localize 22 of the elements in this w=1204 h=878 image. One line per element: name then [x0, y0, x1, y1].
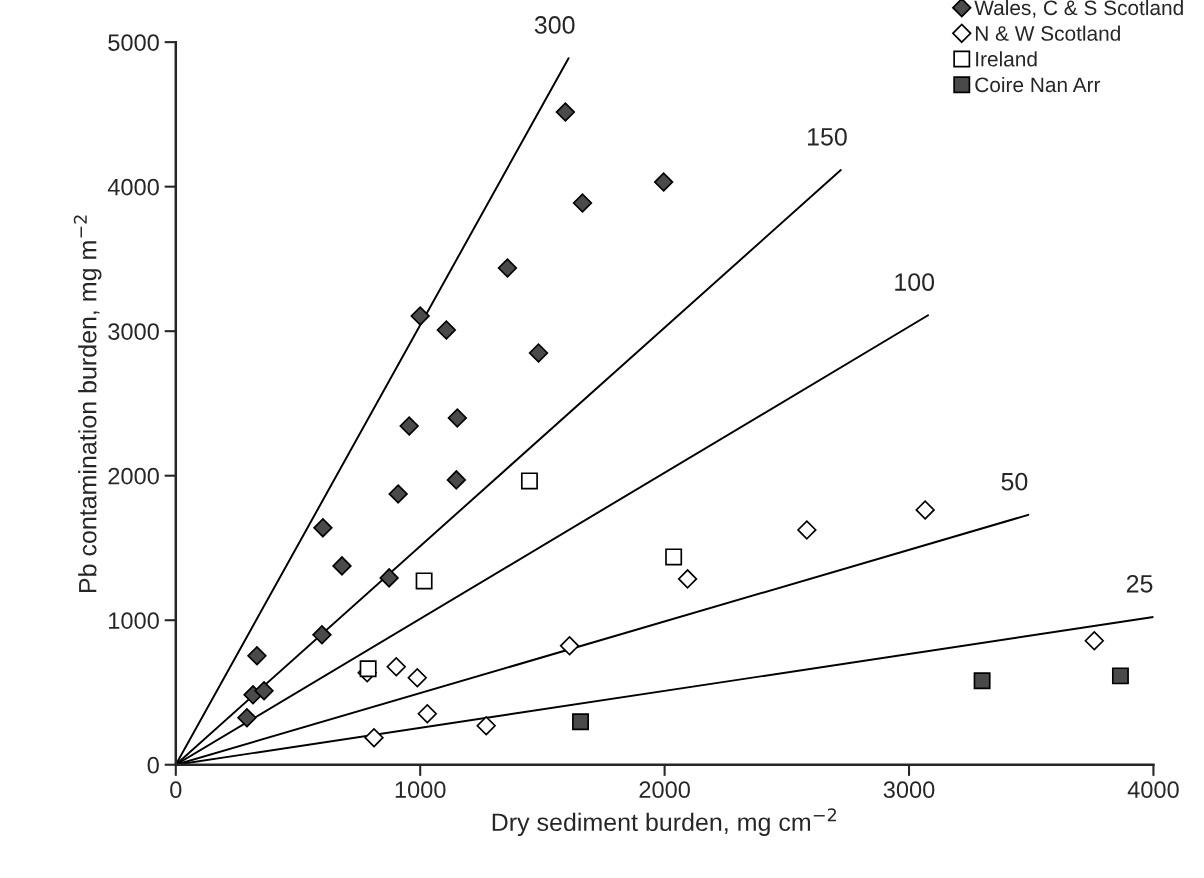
legend-label: N & W Scotland: [975, 25, 1120, 41]
annotation: 150: [807, 127, 847, 146]
y-tick-label: 0: [147, 756, 159, 774]
y-tick-label: 1000: [109, 612, 159, 630]
x-axis-title: Dry sediment burden, mg cm$^{−2}$: [492, 808, 836, 837]
y-axis-title: Pb contamination burden, mg m$^{−2}$: [73, 215, 102, 593]
annotation: 50: [1001, 472, 1028, 491]
x-tick-label: 2000: [639, 781, 690, 799]
annotation: 100: [895, 273, 935, 291]
annotation: 300: [534, 16, 575, 34]
x-tick-label: 4000: [1127, 781, 1179, 799]
y-tick-label: 5000: [108, 34, 159, 51]
x-tick-label: 3000: [883, 781, 935, 799]
y-tick-label: 4000: [107, 178, 159, 196]
legend-label: Ireland: [976, 51, 1037, 67]
legend-label: Coire Nan Arr: [975, 76, 1101, 93]
annotation: 25: [1126, 574, 1153, 593]
x-tick-label: 0: [170, 781, 182, 799]
legend-label: Wales, C & S Scotland: [974, 0, 1183, 18]
x-tick-label: 1000: [395, 781, 446, 799]
y-tick-label: 3000: [108, 323, 159, 340]
y-tick-label: 2000: [108, 467, 159, 485]
